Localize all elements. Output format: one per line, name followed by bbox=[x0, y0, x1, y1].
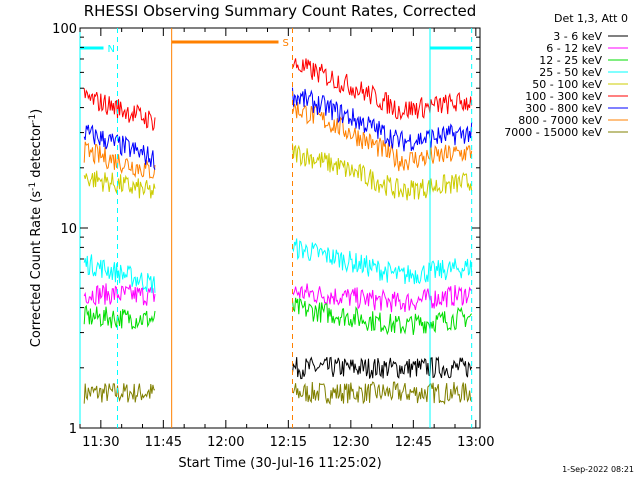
y-axis-label-sup2: -1 bbox=[28, 114, 38, 123]
legend-label-1: 6 - 12 keV bbox=[546, 42, 602, 55]
x-tick-label-3: 12:15 bbox=[270, 435, 307, 450]
legend-label-6: 300 - 800 keV bbox=[525, 102, 602, 115]
legend-label-7: 800 - 7000 keV bbox=[518, 114, 602, 127]
y-axis-label: Corrected Count Rate (s-1 detector-1) bbox=[28, 109, 44, 347]
flag-label-1: S bbox=[283, 38, 289, 49]
y-axis-label-sup1: -1 bbox=[28, 182, 38, 191]
series-line-2-seg-0 bbox=[83, 304, 156, 330]
series-line-5-seg-0 bbox=[83, 88, 156, 131]
series-line-7-seg-1 bbox=[292, 102, 473, 172]
y-tick-label-2: 100 bbox=[52, 22, 77, 37]
series-line-1-seg-0 bbox=[83, 283, 156, 306]
y-axis-label-end: ) bbox=[29, 109, 44, 114]
legend-label-8: 7000 - 15000 keV bbox=[504, 126, 602, 139]
y-tick-label-0: 1 bbox=[69, 422, 77, 437]
series-line-8-seg-1 bbox=[292, 381, 473, 406]
series-line-8-seg-0 bbox=[83, 383, 156, 404]
chart-title: RHESSI Observing Summary Count Rates, Co… bbox=[84, 2, 477, 20]
series-line-1-seg-1 bbox=[292, 283, 472, 313]
x-tick-label-1: 11:45 bbox=[145, 435, 182, 450]
series-line-3-seg-1 bbox=[292, 238, 473, 285]
x-axis: 11:30 11:45 12:00 12:15 12:30 12:45 13:00 bbox=[79, 28, 495, 450]
series-line-5-seg-1 bbox=[292, 58, 473, 121]
x-axis-label: Start Time (30-Jul-16 11:25:02) bbox=[178, 456, 381, 471]
legend-label-0: 3 - 6 keV bbox=[553, 30, 602, 43]
x-tick-label-5: 12:45 bbox=[395, 435, 432, 450]
y-tick-label-1: 10 bbox=[60, 222, 77, 237]
timestamp: 1-Sep-2022 08:21 bbox=[562, 465, 634, 474]
plot-area: NS bbox=[79, 27, 481, 429]
series-line-6-seg-0 bbox=[83, 124, 156, 170]
legend-label-4: 50 - 100 keV bbox=[532, 78, 602, 91]
x-tick-label-6: 13:00 bbox=[457, 435, 494, 450]
legend-label-2: 12 - 25 keV bbox=[539, 54, 602, 67]
series-line-6-seg-1 bbox=[292, 87, 473, 152]
x-tick-label-4: 12:30 bbox=[332, 435, 369, 450]
legend-header: Det 1,3, Att 0 bbox=[554, 12, 628, 25]
series-line-7-seg-0 bbox=[83, 141, 156, 179]
series-line-4-seg-1 bbox=[292, 143, 473, 201]
legend-label-3: 25 - 50 keV bbox=[539, 66, 602, 79]
x-tick-label-2: 12:00 bbox=[207, 435, 244, 450]
y-axis: 1 10 100 bbox=[52, 22, 480, 437]
y-axis-label-main: Corrected Count Rate (s bbox=[29, 191, 44, 348]
legend-label-5: 100 - 300 keV bbox=[525, 90, 602, 103]
series-line-3-seg-0 bbox=[83, 254, 156, 294]
series-line-4-seg-0 bbox=[83, 170, 156, 199]
y-axis-label-mid: detector bbox=[29, 122, 44, 182]
series-line-0-seg-0 bbox=[292, 356, 473, 380]
series-line-2-seg-1 bbox=[292, 297, 473, 336]
x-tick-label-0: 11:30 bbox=[82, 435, 119, 450]
flag-label-0: N bbox=[108, 44, 115, 55]
